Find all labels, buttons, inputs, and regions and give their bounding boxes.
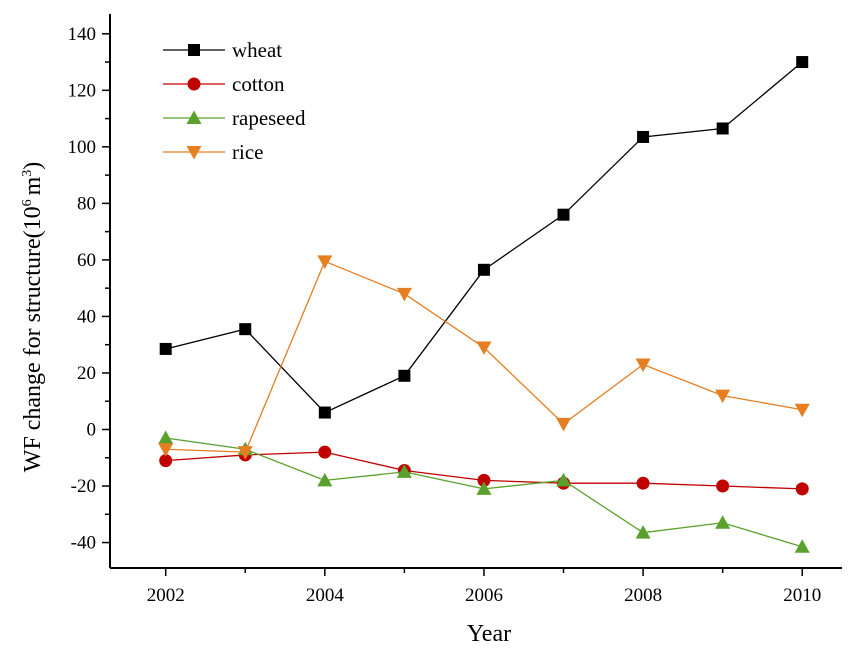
wheat-point: [239, 323, 252, 336]
legend-swatch-marker: [186, 146, 202, 160]
series-wheat: [159, 56, 809, 419]
rapeseed-point: [635, 525, 651, 539]
y-tick-label: -40: [71, 533, 96, 554]
axes: [109, 14, 842, 569]
legend-swatch-marker: [188, 44, 200, 56]
legend-label: rapeseed: [232, 106, 306, 130]
rapeseed-point: [715, 515, 731, 529]
y-tick-label: 120: [68, 80, 97, 101]
series-layer: [158, 56, 810, 553]
x-axis-title: Year: [467, 621, 511, 647]
wheat-point: [716, 122, 729, 135]
rice-point: [556, 417, 572, 432]
y-tick-label: 0: [87, 420, 97, 441]
wheat-point: [557, 208, 570, 221]
rapeseed-point: [396, 464, 412, 478]
y-axis-title-close: ): [20, 162, 46, 170]
y-axis-title-exponent: 6: [20, 199, 35, 206]
y-axis-title-unit-exponent: 3: [20, 170, 35, 177]
wheat-point: [796, 56, 809, 69]
cotton-point: [477, 473, 491, 487]
wheat-point: [477, 263, 490, 276]
rice-line: [165, 260, 803, 453]
wheat-point: [159, 342, 172, 355]
rice-point: [476, 341, 492, 356]
wheat-point: [398, 369, 411, 382]
x-tick-label: 2002: [147, 585, 185, 606]
legend-label: wheat: [232, 38, 282, 62]
series-rapeseed: [158, 430, 810, 553]
rapeseed-point: [476, 481, 492, 495]
rice-point: [794, 403, 810, 418]
wheat-point: [637, 130, 650, 143]
y-tick-label: -20: [71, 476, 96, 497]
rice-point: [396, 287, 412, 302]
y-tick-label: 60: [77, 250, 96, 271]
x-tick-label: 2006: [465, 585, 503, 606]
legend: wheat cotton rapeseed rice: [163, 38, 306, 164]
x-axis-ticks: 2002 2004 2006 2008 2010: [147, 568, 821, 606]
y-axis-title-unit: m: [20, 176, 46, 195]
rice-point: [237, 446, 253, 460]
legend-label: rice: [232, 140, 263, 164]
wheat-point: [318, 406, 331, 419]
rice-point: [317, 255, 333, 269]
rapeseed-point: [556, 472, 572, 487]
y-tick-label: 80: [77, 193, 96, 214]
legend-swatch-marker: [187, 77, 201, 91]
y-axis-title: WF change for structure(106 m3): [20, 162, 46, 473]
y-axis-ticks: -40 -20 0 20 40 60 80 100 120 140: [68, 24, 110, 554]
rapeseed-point: [317, 472, 333, 487]
legend-item-cotton: cotton: [163, 72, 285, 96]
legend-label: cotton: [232, 72, 285, 96]
cotton-point: [318, 445, 332, 459]
x-tick-label: 2008: [624, 585, 662, 606]
y-axis-title-main: WF change for structure(10: [20, 206, 46, 472]
y-tick-label: 40: [77, 306, 96, 327]
legend-item-rapeseed: rapeseed: [163, 106, 306, 130]
legend-item-rice: rice: [163, 140, 263, 164]
x-tick-label: 2004: [306, 585, 345, 606]
x-tick-label: 2010: [783, 585, 821, 606]
rice-point: [715, 389, 731, 404]
y-tick-label: 20: [77, 363, 96, 384]
rapeseed-point: [158, 430, 174, 444]
rice-point: [635, 358, 651, 372]
series-rice: [158, 255, 810, 460]
cotton-point: [795, 482, 809, 496]
y-tick-label: 100: [68, 137, 97, 158]
cotton-point: [636, 476, 650, 490]
legend-item-wheat: wheat: [163, 38, 282, 62]
cotton-point: [716, 479, 730, 493]
cotton-point: [159, 454, 173, 468]
legend-swatch-marker: [186, 110, 202, 124]
y-tick-label: 140: [68, 24, 97, 45]
rapeseed-point: [794, 539, 810, 553]
rice-point: [158, 443, 174, 457]
